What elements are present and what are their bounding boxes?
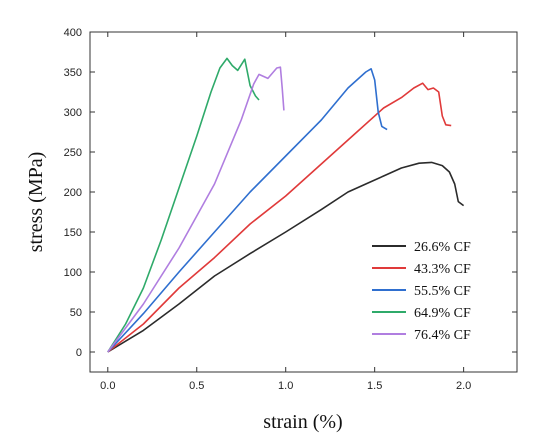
series-line-64-9-cf xyxy=(107,57,260,353)
series-line-55-5-cf xyxy=(107,68,388,353)
legend: 26.6% CF 43.3% CF 55.5% CF 64.9% CF 76.4% CF xyxy=(372,240,471,343)
legend-label: 64.9% CF xyxy=(414,306,471,321)
series-lines xyxy=(107,57,465,353)
plot-frame xyxy=(89,31,518,373)
legend-label: 43.3% CF xyxy=(414,262,471,277)
y-axis-ticks: 0 50 100 150 200 250 300 350 400 xyxy=(64,27,517,359)
y-tick-label: 300 xyxy=(64,107,82,119)
y-tick-label: 250 xyxy=(64,147,82,159)
series-line-26-6-cf xyxy=(107,161,465,353)
legend-label: 55.5% CF xyxy=(414,284,471,299)
y-axis-title: stress (MPa) xyxy=(25,152,47,253)
y-tick-label: 400 xyxy=(64,27,82,39)
x-axis-ticks: 0.0 0.5 1.0 1.5 2.0 xyxy=(100,32,471,392)
y-tick-label: 50 xyxy=(70,307,82,319)
y-tick-label: 100 xyxy=(64,267,82,279)
series-line-43-3-cf xyxy=(107,82,452,353)
x-tick-label: 2.0 xyxy=(456,380,471,392)
legend-label: 26.6% CF xyxy=(414,240,471,255)
y-tick-label: 150 xyxy=(64,227,82,239)
x-tick-label: 1.5 xyxy=(367,380,382,392)
x-tick-label: 1.0 xyxy=(278,380,293,392)
legend-label: 76.4% CF xyxy=(414,328,471,343)
y-tick-label: 200 xyxy=(64,187,82,199)
x-tick-label: 0.0 xyxy=(100,380,115,392)
x-tick-label: 0.5 xyxy=(189,380,204,392)
y-tick-label: 0 xyxy=(76,347,82,359)
series-line-76-4-cf xyxy=(107,66,285,353)
x-axis-title: strain (%) xyxy=(263,411,342,433)
y-tick-label: 350 xyxy=(64,67,82,79)
